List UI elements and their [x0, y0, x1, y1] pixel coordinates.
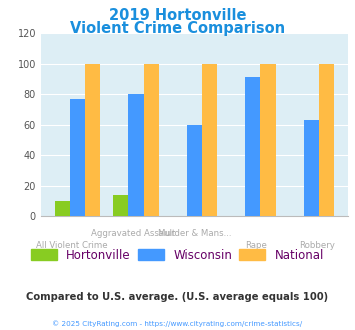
Text: Aggravated Assault: Aggravated Assault: [91, 229, 175, 238]
Bar: [143, 63, 159, 216]
Text: Murder & Mans...: Murder & Mans...: [158, 229, 231, 238]
Bar: [304, 120, 319, 216]
Bar: [55, 201, 70, 216]
Bar: [129, 94, 143, 216]
Bar: [245, 77, 260, 216]
Bar: [113, 195, 129, 216]
Text: 2019 Hortonville: 2019 Hortonville: [109, 8, 246, 23]
Text: All Violent Crime: All Violent Crime: [36, 241, 107, 250]
Text: © 2025 CityRating.com - https://www.cityrating.com/crime-statistics/: © 2025 CityRating.com - https://www.city…: [53, 320, 302, 327]
Text: Violent Crime Comparison: Violent Crime Comparison: [70, 21, 285, 36]
Bar: [202, 63, 217, 216]
Text: Rape: Rape: [245, 241, 267, 250]
Bar: [260, 63, 275, 216]
Bar: [70, 99, 85, 216]
Bar: [319, 63, 334, 216]
Text: Robbery: Robbery: [299, 241, 335, 250]
Legend: Hortonville, Wisconsin, National: Hortonville, Wisconsin, National: [26, 244, 329, 266]
Text: Compared to U.S. average. (U.S. average equals 100): Compared to U.S. average. (U.S. average …: [26, 292, 329, 302]
Bar: [85, 63, 100, 216]
Bar: [187, 124, 202, 216]
